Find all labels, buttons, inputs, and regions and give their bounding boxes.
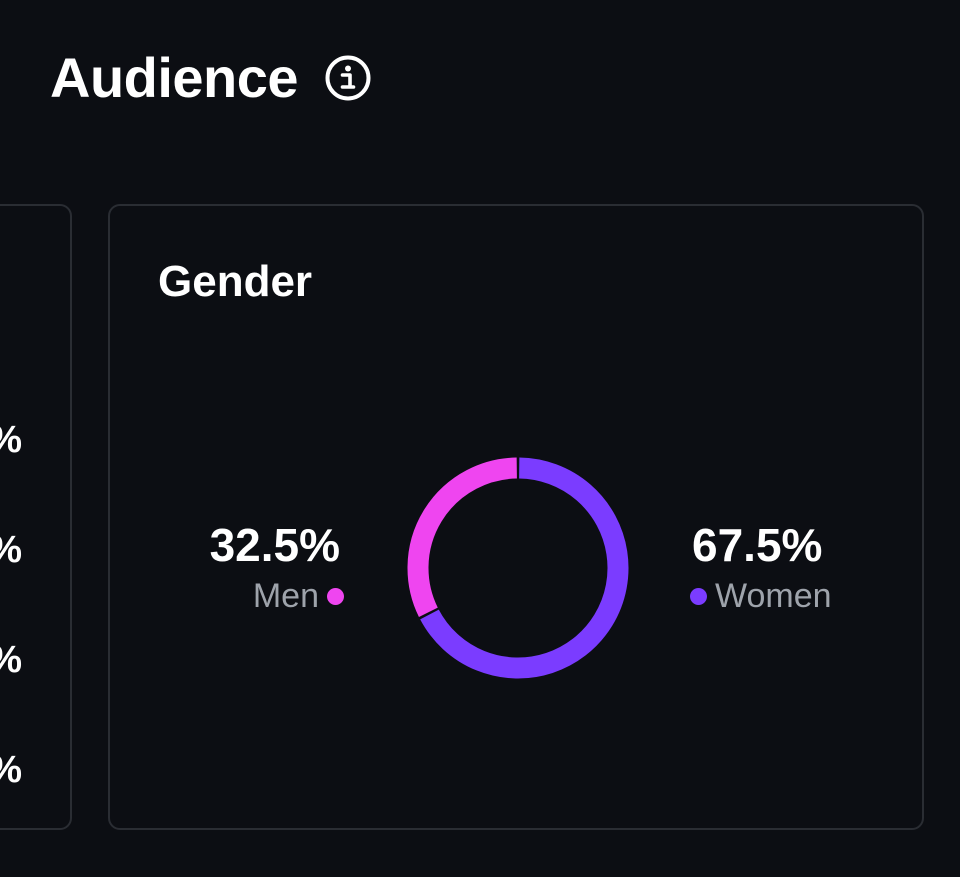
left-percent-1: % [0, 420, 22, 460]
left-percent-3: % [0, 640, 22, 680]
men-label: Men [252, 577, 319, 615]
left-percent-4: % [0, 750, 22, 790]
gender-donut-chart [407, 457, 629, 679]
women-dot-icon [690, 587, 707, 605]
women-legend: Women [690, 576, 832, 616]
women-label: Women [715, 577, 832, 615]
men-dot-icon [327, 587, 344, 605]
men-percentage: 32.5% [209, 519, 340, 571]
info-icon[interactable] [324, 54, 372, 102]
gender-card: Gender 32.5% Men 67.5% Women [108, 204, 924, 830]
men-legend: Men [253, 576, 344, 616]
left-percent-2: % [0, 530, 22, 570]
women-percentage: 67.5% [692, 519, 823, 571]
gender-card-title: Gender [158, 257, 313, 306]
page-title: Audience [50, 46, 299, 109]
header: Audience [50, 44, 372, 112]
donut-slice-women [420, 457, 629, 679]
left-card-partial: % % % % [0, 204, 72, 830]
donut-slice-men [407, 457, 518, 617]
